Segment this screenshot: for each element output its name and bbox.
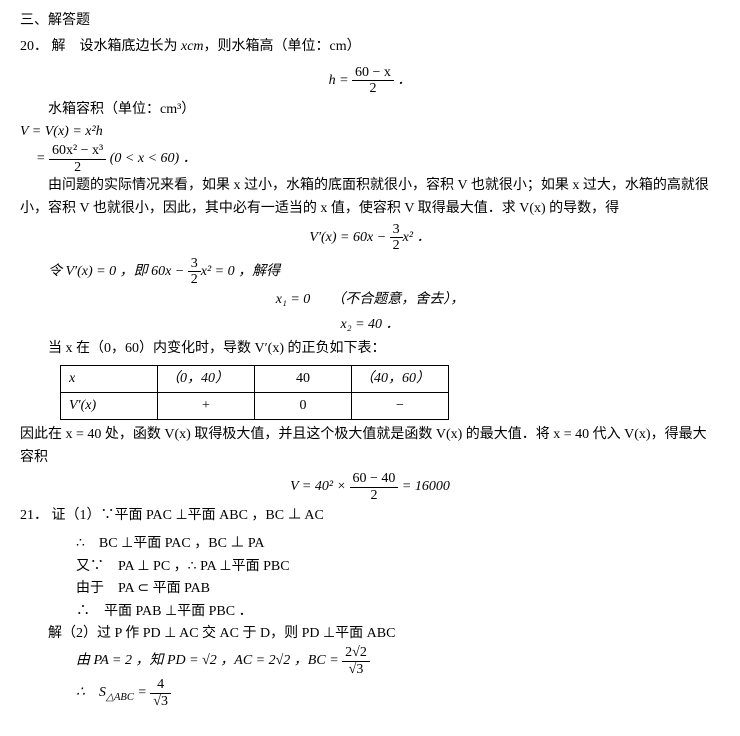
set0-a: 令 V′(x) = 0 ，即 60x − bbox=[48, 264, 188, 279]
q21-p2-l2: 由 PA = 2 ，知 PD = √2 ，AC = 2√2 ，BC = 2√2 … bbox=[76, 645, 720, 677]
eq-max-den: 2 bbox=[350, 488, 399, 503]
cell-40-60: （40，60） bbox=[352, 365, 449, 392]
eq-vp-den: 2 bbox=[390, 238, 403, 253]
q21-p1-l5: ∴ 平面 PAB ⊥平面 PBC ． bbox=[76, 601, 720, 623]
eq-v1: V = V(x) = x²h bbox=[20, 121, 720, 143]
q20-conclusion: 因此在 x = 40 处，函数 V(x) 取得极大值，并且这个极大值就是函数 V… bbox=[20, 424, 720, 469]
q20-number: 20． bbox=[20, 39, 48, 54]
eq-h-frac: 60 − x 2 bbox=[352, 65, 394, 97]
problem-21: 21． 证（1）∵平面 PAC ⊥平面 ABC ，BC ⊥ AC bbox=[20, 505, 720, 527]
q21-p2-l2a: 由 PA = 2 ，知 PD = √2 ，AC = 2√2 ，BC = bbox=[76, 653, 342, 668]
q21-p1-head: 证（1）∵平面 PAC ⊥平面 ABC ，BC ⊥ AC bbox=[52, 508, 324, 523]
q21-s-sub: △ABC bbox=[106, 692, 134, 703]
q21-p1-l4: 由于 PA ⊂ 平面 PAB bbox=[76, 578, 720, 600]
eq-vprime: V′(x) = 60x − 3 2 x² ． bbox=[20, 222, 720, 254]
eq-vp-frac: 3 2 bbox=[390, 222, 403, 254]
eq-h-num: 60 − x bbox=[352, 65, 394, 81]
eq-v2-num: 60x² − x³ bbox=[49, 143, 106, 159]
set0-num: 3 bbox=[188, 256, 201, 272]
eq-v2-frac: 60x² − x³ 2 bbox=[49, 143, 106, 175]
q21-p2-l3b: = bbox=[134, 685, 150, 700]
q21-bc-den: √3 bbox=[342, 662, 370, 677]
cell-zero: 0 bbox=[255, 393, 352, 420]
eq-vp-num: 3 bbox=[390, 222, 403, 238]
q21-number: 21． bbox=[20, 508, 48, 523]
problem-20: 20． 解 设水箱底边长为 xcm，则水箱高（单位：cm） bbox=[20, 36, 720, 58]
section-title: 三、解答题 bbox=[20, 10, 720, 32]
q20-para1: 由问题的实际情况来看，如果 x 过小，水箱的底面积就很小，容积 V 也就很小；如… bbox=[20, 175, 720, 220]
cell-vp: V′(x) bbox=[61, 393, 158, 420]
set0-b: x² = 0 ，解得 bbox=[201, 264, 280, 279]
eq-h: h = 60 − x 2 ． bbox=[20, 65, 720, 97]
q21-p2-l3: ∴ S△ABC = 4 √3 bbox=[76, 677, 720, 709]
set0-frac: 3 2 bbox=[188, 256, 201, 288]
q21-bc-frac: 2√2 √3 bbox=[342, 645, 370, 677]
eq-vp-tail: x² ． bbox=[403, 230, 431, 245]
cell-0-40: （0，40） bbox=[158, 365, 255, 392]
vol-label: 水箱容积（单位：cm³） bbox=[48, 99, 720, 121]
eq-max: V = 40² × 60 − 40 2 = 16000 bbox=[20, 471, 720, 503]
eq-v2-den: 2 bbox=[49, 160, 106, 175]
q20-lead2: ，则水箱高（单位：cm） bbox=[204, 39, 361, 54]
cell-x: x bbox=[61, 365, 158, 392]
set0-den: 2 bbox=[188, 272, 201, 287]
eq-max-frac: 60 − 40 2 bbox=[350, 471, 399, 503]
sign-table: x （0，40） 40 （40，60） V′(x) + 0 − bbox=[60, 365, 449, 421]
q21-p2-head: 解（2）过 P 作 PD ⊥ AC 交 AC 于 D，则 PD ⊥平面 ABC bbox=[48, 623, 720, 645]
q21-p1-l2: ∴ BC ⊥平面 PAC ，BC ⊥ PA bbox=[76, 533, 720, 555]
eq-v2-pre: = bbox=[36, 151, 49, 166]
root2: x₂ = 40 ． bbox=[20, 314, 720, 336]
cell-40: 40 bbox=[255, 365, 352, 392]
table-row: V′(x) + 0 − bbox=[61, 393, 449, 420]
eq-h-den: 2 bbox=[352, 81, 394, 96]
eq-v2-dom: (0 < x < 60) ． bbox=[110, 151, 197, 166]
table-row: x （0，40） 40 （40，60） bbox=[61, 365, 449, 392]
q21-bc-num: 2√2 bbox=[342, 645, 370, 661]
eq-max-a: V = 40² × bbox=[290, 479, 349, 494]
eq-vp-lhs: V′(x) = 60x − bbox=[309, 230, 389, 245]
eq-h-lhs: h = bbox=[329, 73, 352, 88]
root1: x₁ = 0 （不合题意，舍去）， bbox=[20, 289, 720, 311]
q21-p2-l3a: ∴ S bbox=[76, 685, 106, 700]
vary-line: 当 x 在（0，60）内变化时，导数 V′(x) 的正负如下表： bbox=[48, 338, 720, 360]
cell-plus: + bbox=[158, 393, 255, 420]
q21-p1-l3: 又∵ PA ⊥ PC ，∴ PA ⊥平面 PBC bbox=[76, 556, 720, 578]
set-zero: 令 V′(x) = 0 ，即 60x − 3 2 x² = 0 ，解得 bbox=[48, 256, 720, 288]
eq-v2: = 60x² − x³ 2 (0 < x < 60) ． bbox=[36, 143, 720, 175]
q20-lead: 解 设水箱底边长为 bbox=[52, 39, 182, 54]
eq-max-num: 60 − 40 bbox=[350, 471, 399, 487]
cell-minus: − bbox=[352, 393, 449, 420]
q21-s-den: √3 bbox=[150, 694, 171, 709]
eq-max-b: = 16000 bbox=[398, 479, 449, 494]
q20-var-x: xcm bbox=[181, 39, 204, 54]
q21-s-num: 4 bbox=[150, 677, 171, 693]
q21-s-frac: 4 √3 bbox=[150, 677, 171, 709]
